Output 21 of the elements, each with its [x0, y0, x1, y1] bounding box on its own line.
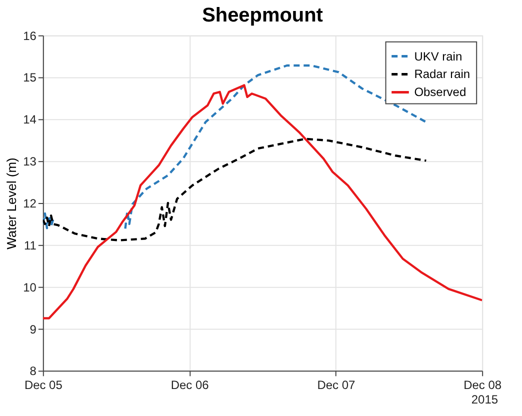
y-tick-label: 16: [23, 28, 37, 43]
y-tick-label: 12: [23, 196, 37, 210]
y-tick-label: 10: [23, 280, 37, 294]
line-series: [42, 84, 482, 320]
y-axis-title: Water Level (m): [4, 158, 20, 250]
y-tick-label: 13: [23, 154, 37, 169]
y-tick-label: 15: [23, 70, 37, 85]
legend-label: Radar rain: [414, 67, 470, 82]
x-tick-label: Dec 07: [317, 378, 356, 392]
y-tick-label: 9: [30, 322, 37, 336]
x-tick-label: Dec 08: [464, 378, 502, 392]
legend-label: UKV rain: [414, 49, 462, 64]
chart-title: Sheepmount: [202, 4, 324, 26]
line-series: [42, 138, 428, 242]
x-tick-label: Dec 06: [170, 378, 210, 392]
legend-label: Observed: [414, 85, 466, 100]
x-tick-label: Dec 05: [24, 378, 63, 392]
y-tick-label: 8: [30, 364, 37, 378]
y-tick-label: 14: [23, 112, 37, 127]
y-tick-label: 11: [24, 238, 37, 252]
text: 2015: [471, 392, 498, 407]
